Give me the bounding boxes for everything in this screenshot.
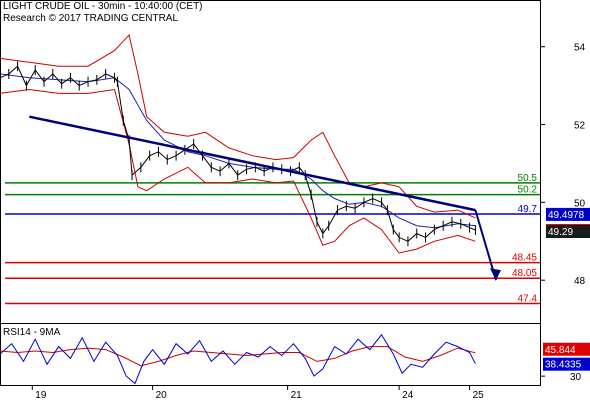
y-tick-label-48: 48 [574, 276, 586, 287]
forecast-arrow-line [474, 209, 497, 281]
price-tag-box-49.4978 [546, 207, 590, 221]
x-tick-label-19: 19 [35, 390, 47, 400]
rsi-panel-frame [0, 323, 541, 386]
price-tag-49.4978: 49.4978 [548, 210, 585, 221]
y-tick-label-50: 50 [574, 198, 586, 209]
price-line [0, 65, 476, 242]
level-label-48.45: 48.45 [512, 253, 537, 264]
x-tick-label-24: 24 [402, 390, 414, 400]
x-tick-label-21: 21 [291, 390, 303, 400]
rsi-line [0, 333, 476, 385]
rsi-tag-38.4335: 38.4335 [545, 360, 582, 371]
x-tick-label-25: 25 [473, 390, 485, 400]
chart-copyright: Research © 2017 TRADING CENTRAL [3, 13, 179, 24]
level-label-48.05: 48.05 [512, 268, 537, 279]
y-tick-label-52: 52 [574, 121, 586, 132]
level-label-49.7: 49.7 [518, 204, 538, 215]
level-label-50.2: 50.2 [518, 185, 538, 196]
rsi-tag-box-45.844 [543, 342, 590, 356]
y-tick-label-54: 54 [574, 43, 586, 54]
trend-line [29, 115, 476, 212]
rsi-ma-line [0, 346, 476, 367]
rsi-tag-box-38.4335 [543, 357, 590, 371]
chart-title: LIGHT CRUDE OIL - 30min - 10:40:00 (CET) [3, 1, 203, 12]
level-label-50.5: 50.5 [518, 173, 538, 184]
bollinger-upper-line [0, 33, 476, 219]
rsi-tag-45.844: 45.844 [545, 345, 576, 356]
forecast-arrow-head [489, 268, 501, 281]
price-tag-box-49.29 [546, 224, 590, 238]
rsi-y-tick-label-30: 30 [570, 372, 582, 383]
price-tag-49.29: 49.29 [548, 227, 573, 238]
x-tick-label-20: 20 [156, 390, 168, 400]
bollinger-lower-line [0, 88, 476, 254]
price-panel-frame [0, 0, 541, 324]
rsi-title: RSI14 - 9MA [3, 327, 61, 338]
level-label-47.4: 47.4 [518, 294, 538, 305]
